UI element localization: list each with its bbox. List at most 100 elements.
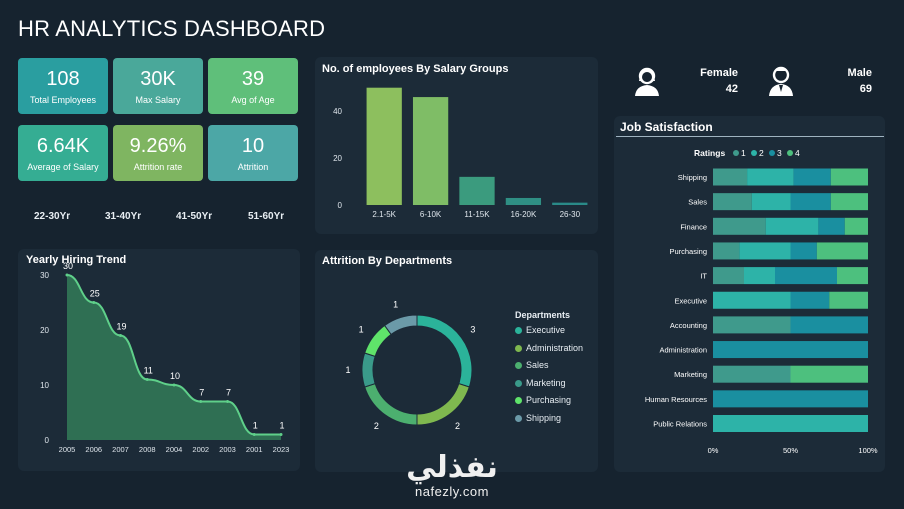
age-group-41-50[interactable]: 41-50Yr	[176, 211, 213, 222]
stacked-segment	[751, 193, 791, 211]
stacked-segment	[713, 217, 766, 235]
male-count: 69	[859, 83, 872, 95]
salary-chart-title: No. of employees By Salary Groups	[322, 63, 509, 75]
x-tick-label: 50%	[783, 446, 798, 455]
kpi-value: 108	[46, 68, 80, 90]
kpi-label: Average of Salary	[27, 162, 99, 172]
y-category-label: Sales	[688, 198, 707, 207]
x-tick-label: 2023	[273, 445, 290, 454]
data-label: 19	[116, 322, 126, 332]
donut-slice	[383, 314, 418, 336]
male-label: Male	[847, 67, 872, 79]
x-tick-label: 6-10K	[420, 210, 442, 219]
x-tick-label: 2.1-5K	[372, 210, 396, 219]
age-group-31-40[interactable]: 31-40Yr	[105, 211, 142, 222]
donut-slice	[361, 352, 376, 388]
salary-bar-chart: 0 20 40 2.1-5K 6-10K 11-15K 16-20K 26-30	[333, 87, 588, 219]
legend-item: Sales	[515, 360, 549, 370]
salary-groups-panel: No. of employees By Salary Groups 0 20 40 2…	[315, 57, 598, 234]
slice-label: 1	[359, 324, 364, 334]
x-tick-label: 11-15K	[464, 210, 490, 219]
stacked-segment	[739, 242, 791, 260]
donut-slice	[416, 314, 473, 388]
legend-swatch	[515, 344, 522, 352]
stacked-segment	[713, 193, 752, 211]
kpi-attrition-rate: 9.26% Attrition rate	[113, 125, 203, 181]
title-divider	[616, 136, 884, 137]
data-label: 25	[90, 289, 100, 299]
y-tick-label: 10	[40, 381, 49, 390]
kpi-attrition: 10 Attrition	[208, 125, 298, 181]
x-tick-label: 2005	[59, 445, 76, 454]
area-fill	[67, 275, 281, 440]
legend-swatch	[515, 362, 522, 370]
stacked-segment	[713, 242, 740, 260]
kpi-value: 30K	[140, 68, 176, 90]
legend-swatch	[515, 379, 522, 387]
legend-swatch	[769, 150, 775, 156]
stacked-segment	[713, 267, 744, 285]
legend-swatch	[515, 327, 522, 335]
stacked-segment	[713, 365, 791, 383]
slice-label: 1	[393, 299, 398, 309]
x-tick-label: 2002	[192, 445, 209, 454]
legend-item: Shipping	[515, 413, 561, 423]
y-category-label: Purchasing	[669, 247, 707, 256]
legend-swatch	[787, 150, 793, 156]
legend-swatch	[733, 150, 739, 156]
y-category-label: Executive	[674, 296, 707, 305]
attrition-chart-title: Attrition By Departments	[322, 255, 453, 267]
ratings-legend-title: Ratings	[694, 148, 725, 158]
watermark-arabic: نفذلي	[406, 450, 498, 485]
stacked-segment	[713, 415, 868, 432]
x-tick-label: 2007	[112, 445, 129, 454]
job-satisfaction-panel: Job Satisfaction Ratings 1 2 3 4 Shipping Sale…	[614, 116, 885, 472]
age-group-51-60[interactable]: 51-60Yr	[248, 211, 285, 222]
y-category-label: Accounting	[670, 321, 707, 330]
kpi-label: Attrition	[237, 162, 269, 172]
kpi-avg-age: 39 Avg of Age	[208, 58, 298, 114]
stacked-segment	[790, 242, 817, 260]
page-title: HR ANALYTICS DASHBOARD	[18, 16, 326, 41]
stacked-segment	[713, 390, 868, 408]
legend-label: 1	[741, 148, 746, 158]
data-point	[145, 378, 149, 381]
y-category-label: Marketing	[674, 370, 707, 379]
stacked-segment	[744, 267, 775, 285]
kpi-max-salary: 30K Max Salary	[113, 58, 203, 114]
slice-label: 3	[470, 324, 475, 334]
y-category-label: Finance	[680, 222, 707, 231]
stacked-segment	[775, 267, 837, 285]
y-category-label: Public Relations	[653, 420, 707, 429]
data-label: 7	[226, 388, 231, 398]
kpi-total-employees: 108 Total Employees	[18, 58, 108, 114]
kpi-value: 6.64K	[36, 135, 90, 157]
data-point	[65, 273, 69, 277]
watermark-latin: nafezly.com	[415, 484, 489, 499]
stacked-segment	[765, 217, 819, 235]
stacked-segment	[790, 193, 831, 211]
legend-swatch	[751, 150, 757, 156]
stacked-segment	[747, 168, 794, 186]
bar	[552, 202, 588, 205]
donut-slice	[364, 324, 392, 358]
data-label: 30	[63, 261, 73, 271]
age-group-22-30[interactable]: 22-30Yr	[34, 211, 71, 222]
y-category-label: Administration	[659, 346, 707, 355]
female-count: 42	[725, 83, 738, 95]
y-tick-label: 40	[333, 107, 342, 116]
stacked-segment	[837, 267, 868, 285]
legend-swatch	[515, 414, 522, 422]
hiring-area-chart: 0102030302005252006192007112008102004720…	[40, 261, 290, 454]
legend-item: Administration	[515, 343, 583, 353]
y-category-label: Human Resources	[645, 395, 707, 404]
y-category-label: Shipping	[678, 173, 707, 182]
x-tick-label: 2006	[85, 445, 102, 454]
stacked-segment	[830, 193, 868, 211]
y-tick-label: 0	[45, 436, 50, 445]
x-tick-label: 2003	[219, 445, 236, 454]
x-tick-label: 2001	[246, 445, 263, 454]
satisfaction-stacked-bar-chart: Ratings 1 2 3 4 Shipping Sales Finance Purchasin…	[645, 148, 878, 455]
bar	[459, 176, 495, 205]
female-label: Female	[700, 67, 738, 79]
